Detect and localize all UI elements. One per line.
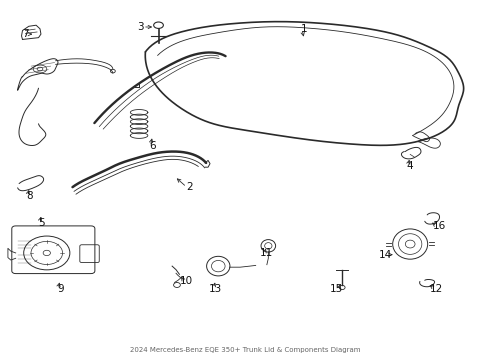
Text: 15: 15 [330, 284, 343, 293]
Text: 14: 14 [379, 250, 392, 260]
Text: 2024 Mercedes-Benz EQE 350+ Trunk Lid & Components Diagram: 2024 Mercedes-Benz EQE 350+ Trunk Lid & … [130, 347, 360, 353]
Text: 2: 2 [186, 182, 193, 192]
Text: 13: 13 [209, 284, 222, 293]
Text: 1: 1 [301, 24, 308, 34]
Text: 12: 12 [430, 284, 443, 293]
Text: 7: 7 [22, 29, 29, 39]
Text: 4: 4 [407, 161, 414, 171]
Text: 6: 6 [149, 141, 156, 151]
Text: 3: 3 [137, 22, 144, 32]
Text: 8: 8 [26, 191, 33, 201]
Text: 16: 16 [433, 221, 446, 231]
Text: 5: 5 [39, 218, 45, 228]
Text: 10: 10 [180, 276, 193, 287]
Text: 11: 11 [260, 248, 273, 258]
Text: 9: 9 [57, 284, 64, 293]
